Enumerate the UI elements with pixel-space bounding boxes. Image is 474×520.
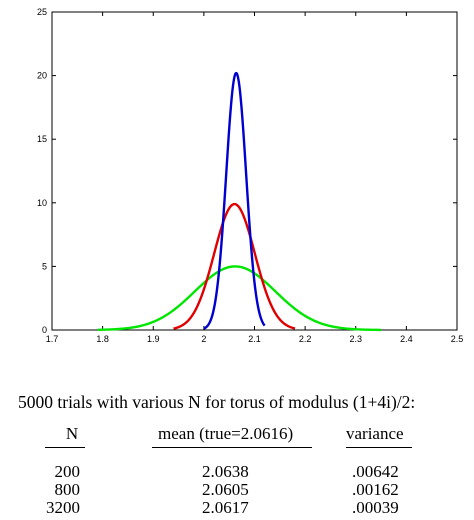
y-tick-label: 20 bbox=[37, 71, 47, 81]
header-n: N bbox=[65, 424, 79, 443]
cell-variance: .00039 bbox=[352, 498, 399, 517]
axis-ticks: 1.7 1.8 1.9 2 2.1 2.2 2.3 2.4 2.5 0 5 10 15 20 25 bbox=[37, 7, 463, 344]
header-mean: mean (true=2.0616) bbox=[158, 424, 294, 443]
x-tick-label: 2.1 bbox=[248, 334, 261, 344]
y-tick-label: 0 bbox=[42, 325, 47, 335]
series-line bbox=[203, 71, 266, 330]
x-tick-label: 1.7 bbox=[46, 334, 59, 344]
cell-n: 3200 bbox=[46, 498, 80, 517]
header-rule-mean bbox=[152, 447, 312, 448]
x-tick-label: 1.9 bbox=[147, 334, 160, 344]
cell-mean: 2.0617 bbox=[202, 498, 249, 517]
x-tick-label: 1.8 bbox=[96, 334, 109, 344]
x-tick-label: 2 bbox=[201, 334, 206, 344]
cell-mean: 2.0605 bbox=[202, 480, 249, 499]
x-tick-label: 2.2 bbox=[299, 334, 312, 344]
caption: 5000 trials with various N for torus of … bbox=[18, 392, 416, 412]
series-curves bbox=[97, 71, 382, 332]
x-tick-label: 2.4 bbox=[400, 334, 413, 344]
y-tick-label: 25 bbox=[37, 7, 47, 17]
header-variance: variance bbox=[346, 424, 404, 443]
series-line bbox=[97, 265, 382, 332]
series-line bbox=[173, 202, 296, 330]
cell-variance: .00162 bbox=[352, 480, 399, 499]
header-rule-variance bbox=[346, 447, 412, 448]
cell-mean: 2.0638 bbox=[202, 462, 249, 481]
cell-n: 200 bbox=[54, 462, 81, 481]
y-tick-label: 5 bbox=[42, 261, 47, 271]
cell-variance: .00642 bbox=[352, 462, 399, 481]
header-rule-n bbox=[45, 447, 85, 448]
distribution-plot: 1.7 1.8 1.9 2 2.1 2.2 2.3 2.4 2.5 0 5 10 15 20 25 bbox=[37, 7, 463, 344]
y-tick-label: 10 bbox=[37, 198, 47, 208]
cell-n: 800 bbox=[54, 480, 81, 499]
x-tick-label: 2.3 bbox=[349, 334, 362, 344]
y-tick-label: 15 bbox=[37, 134, 47, 144]
x-tick-label: 2.5 bbox=[451, 334, 464, 344]
